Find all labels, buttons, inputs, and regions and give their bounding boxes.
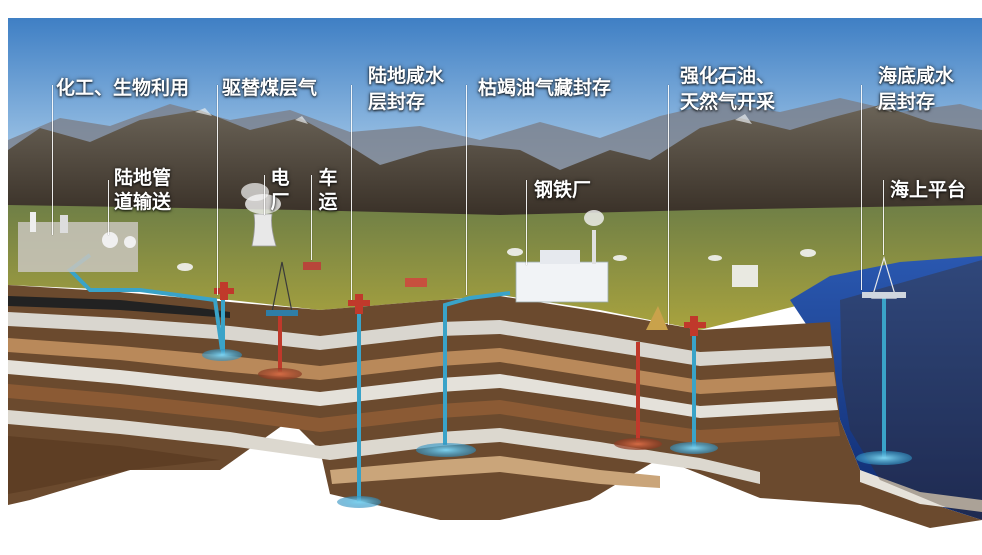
label-truck: 车运 xyxy=(318,167,338,213)
label-depleted-reservoir: 枯竭油气藏封存 xyxy=(478,77,612,99)
callout-line xyxy=(108,180,109,235)
label-offshore-platform: 海上平台 xyxy=(890,179,967,201)
callout-line xyxy=(668,85,669,325)
label-sea-saline-2: 层封存 xyxy=(878,91,936,113)
wells xyxy=(202,255,912,508)
callout-line xyxy=(311,175,312,260)
callout-line xyxy=(861,85,862,290)
truck xyxy=(303,262,321,270)
power-plant-cooling-tower xyxy=(241,183,281,247)
label-land-saline-2: 层封存 xyxy=(368,91,426,113)
label-sea-saline-1: 海底咸水 xyxy=(878,65,955,87)
label-chem-bio-use: 化工、生物利用 xyxy=(56,77,190,99)
pipeline-to-steel xyxy=(443,291,511,445)
callout-line xyxy=(264,175,265,215)
grassland xyxy=(8,205,982,330)
label-eor-1: 强化石油、 xyxy=(680,65,776,87)
label-ecbm: 驱替煤层气 xyxy=(222,77,318,99)
label-steel-plant: 钢铁厂 xyxy=(534,179,592,201)
chemical-plant xyxy=(18,212,138,272)
label-land-saline-1: 陆地咸水 xyxy=(368,65,445,87)
label-pipeline-2: 道输送 xyxy=(114,191,172,213)
label-eor-2: 天然气开采 xyxy=(680,91,776,113)
callout-line xyxy=(217,85,218,295)
label-pipeline-1: 陆地管 xyxy=(114,167,172,189)
red-pool xyxy=(258,368,302,380)
steel-plant xyxy=(515,210,609,303)
callout-line xyxy=(52,85,53,235)
label-power-plant: 电厂 xyxy=(270,167,290,213)
callout-line xyxy=(351,85,352,300)
callout-line xyxy=(466,85,467,295)
blue-pool xyxy=(202,349,242,361)
callout-line xyxy=(526,180,527,265)
callout-line xyxy=(883,180,884,255)
strata xyxy=(8,260,982,528)
